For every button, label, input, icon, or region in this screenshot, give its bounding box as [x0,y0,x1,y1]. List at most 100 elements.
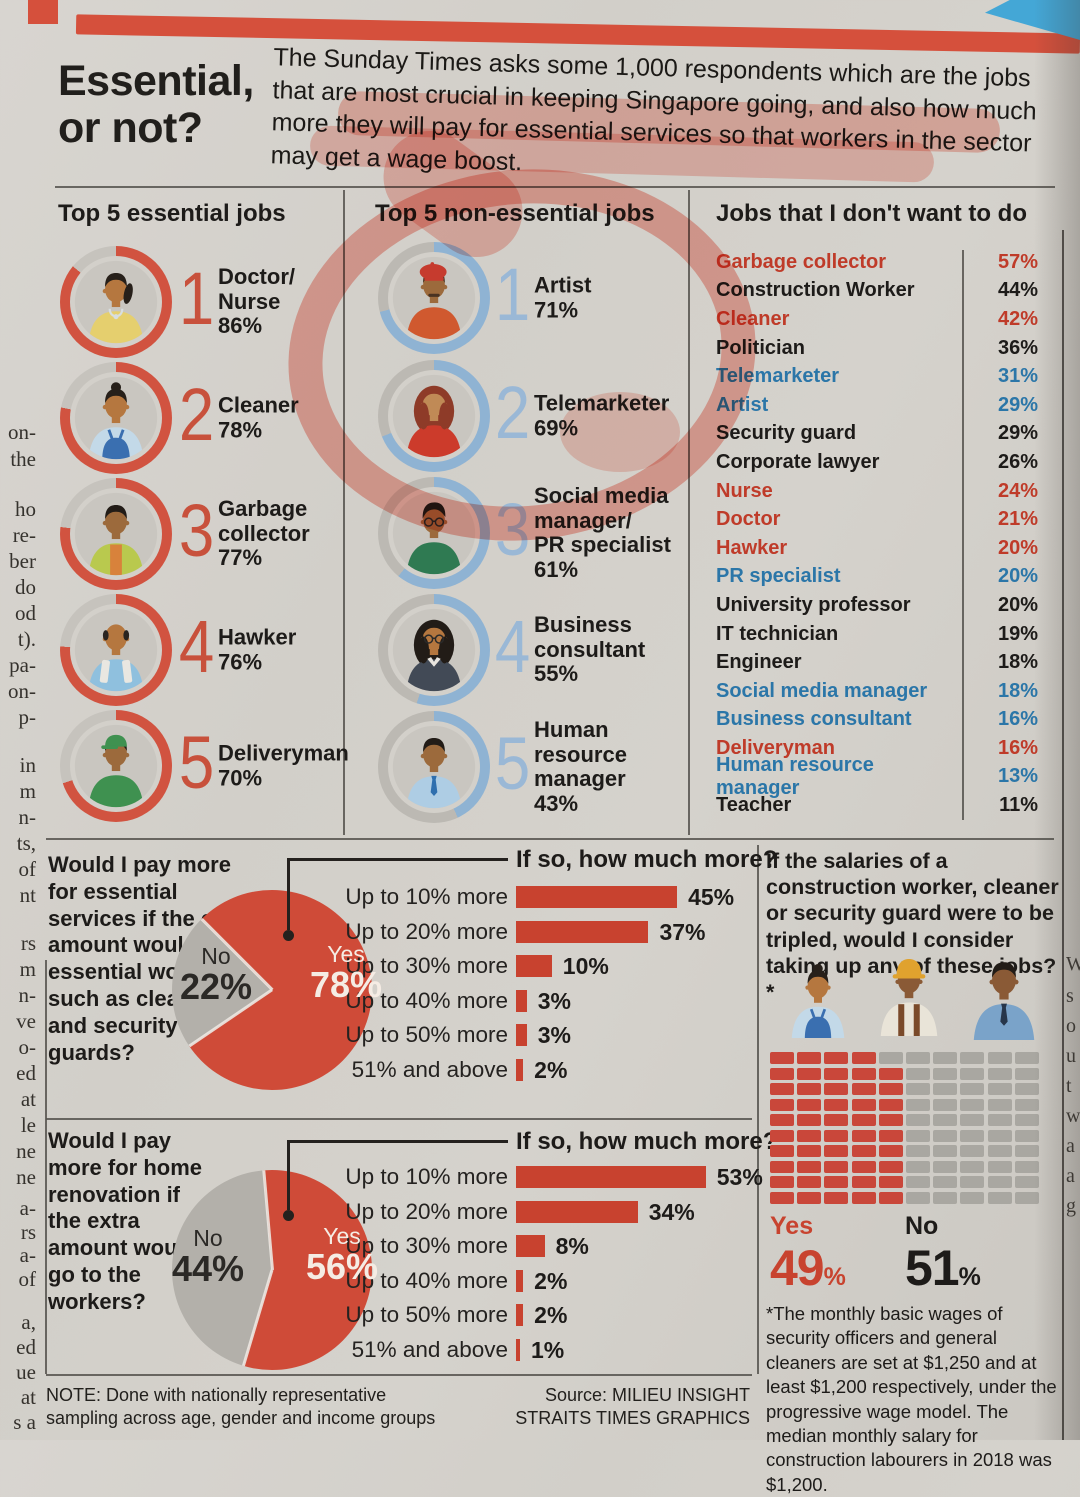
job-name: Cleaner [716,307,790,330]
waffle-cell [1014,1083,1039,1095]
job-name: Teacher [716,794,792,817]
left-margin-fragment: on- [8,679,36,703]
waffle-cell [824,1160,849,1173]
waffle-cell [878,1160,903,1173]
table-value-divider [962,250,964,820]
job-dont-want-percentage: 42% [997,307,1038,330]
page-title-line1: Essential, [58,57,254,105]
left-margin-fragment: m [19,779,36,803]
waffle-cell [797,1129,822,1142]
job-name: University professor [716,593,911,616]
job-donut-chart [378,360,490,472]
security-guard-figure [958,948,1050,1040]
right-margin-fragment: o [1066,1015,1076,1037]
waffle-cell [905,1052,930,1064]
waffle-cell [905,1129,930,1142]
waffle-cell [960,1098,985,1111]
job-label: Garbage collector 77% [218,496,310,571]
table-row: Nurse 24% [716,477,1040,506]
waffle-cell [933,1052,958,1064]
table-row: Social media manager 18% [716,677,1040,706]
rank-number: 3 [178,489,215,573]
rank-number: 1 [178,257,215,341]
bar-value-label: 37% [659,918,706,945]
rank-number: 5 [178,721,215,805]
job-donut-chart [60,362,172,474]
waffle-cell [770,1160,794,1173]
waffle-cell [878,1114,903,1126]
waffle-cell [905,1067,930,1080]
job-percentage: 55% [534,661,579,687]
cleaner-figure [778,958,858,1038]
bar-category-label: Up to 30% more [345,953,508,978]
bar-value-label: 2% [534,1267,568,1294]
waffle-cell [1014,1114,1039,1126]
waffle-cell [933,1067,958,1080]
left-margin-fragment: le [20,1113,36,1137]
job-label-line: Doctor/ [218,264,295,290]
left-margin-fragment: ed [16,1335,36,1359]
bar [516,1338,520,1361]
bar-row: 51% and above 2% [0,1057,1060,1083]
avatar-illustration [392,256,476,340]
table-row: University professor 20% [716,591,1040,620]
job-dont-want-percentage: 18% [997,679,1038,702]
left-margin-fragment: ve [16,1009,36,1033]
table-row: Artist 29% [716,391,1040,420]
avatar-illustration [74,376,158,460]
table-row: IT technician 19% [716,620,1040,649]
intro-paragraph: The Sunday Times asks some 1,000 respond… [270,43,1038,176]
job-label-line: Human [534,716,609,742]
waffle-cell [770,1083,794,1095]
table-row: Politician 36% [716,334,1040,363]
waffle-cell [987,1067,1012,1080]
bar-row: Up to 20% more 34% [0,1199,1060,1225]
job-donut-chart [378,711,490,823]
page-title: Essential, or not? [58,57,254,153]
table-row: PR specialist 20% [716,563,1040,592]
job-item: 5 Deliveryman 70% [60,710,370,822]
waffle-cell [824,1114,849,1126]
waffle-cell [878,1083,903,1095]
table-row: Cleaner 42% [716,305,1040,334]
job-name: Security guard [716,422,857,445]
bar [516,1166,706,1188]
job-percentage: 69% [534,415,579,440]
rank-number: 3 [494,488,531,572]
waffle-cell [797,1176,822,1188]
pie-yes-label: Yes 78% [298,942,394,1004]
waffle-cell [933,1176,958,1188]
left-margin-fragment: n- [18,805,37,829]
left-margin-fragment: re- [12,523,36,547]
table-row: Corporate lawyer 26% [716,448,1040,477]
job-item: 2 Telemarketer 69% [378,360,688,472]
bar-row: Up to 30% more 8% [0,1233,1060,1259]
yes-value: 49 [770,1240,825,1296]
left-margin-fragment: of [18,1267,37,1291]
job-dont-want-percentage: 31% [997,365,1038,388]
job-dont-want-percentage: 57% [997,250,1038,273]
bar [516,1269,524,1292]
job-dont-want-percentage: 19% [997,622,1038,645]
pie-yes-label: Yes 56% [294,1224,390,1286]
avatar-illustration [74,492,158,576]
bar-row: Up to 30% more 10% [0,953,1060,979]
job-name: Nurse [716,479,773,502]
tripled-question: If the salaries of a construction worker… [766,849,1059,1005]
bar [516,920,649,943]
wage-footnote: *The monthly basic wages of security off… [766,1303,1057,1495]
left-margin-fragment: s a [13,1410,36,1434]
job-label-line: manager/ [534,507,632,533]
no-percentage: 22% [179,966,253,1008]
waffle-cell [797,1114,822,1126]
job-name: Business consultant [716,708,912,731]
avatar-illustration [791,964,845,1038]
waffle-cell [851,1098,876,1111]
source-line1: Source: MILIEU INSIGHT [544,1385,750,1405]
waffle-cell [824,1098,849,1111]
bar-row: Up to 40% more 3% [0,988,1060,1014]
waffle-cell [933,1129,958,1142]
avatar [392,608,476,692]
bar [516,989,527,1012]
bar-value-label: 1% [531,1336,565,1363]
